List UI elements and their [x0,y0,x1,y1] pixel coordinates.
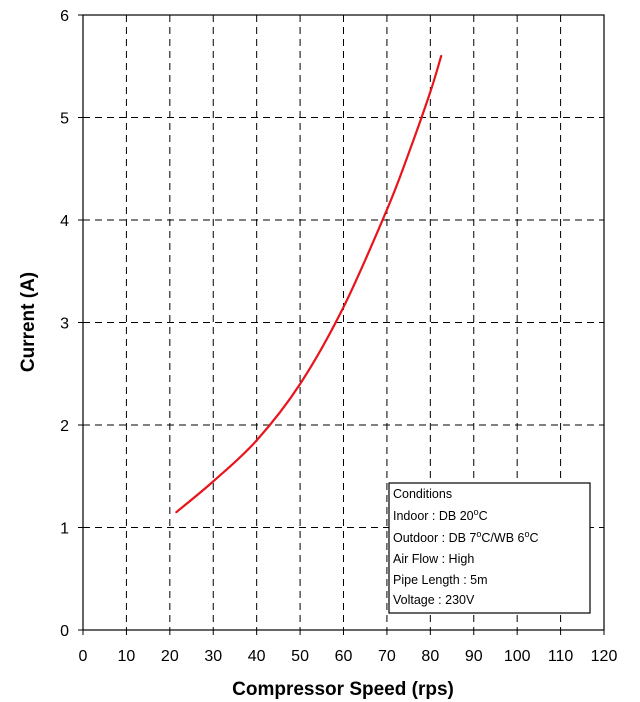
outdoor-label: Outdoor : DB 7 [393,531,476,545]
conditions-pipe-length: Pipe Length : 5m [393,573,488,587]
outdoor-degree-2: o [524,529,529,539]
y-tick-label: 5 [60,111,69,128]
outdoor-mid: C/WB 6 [481,531,524,545]
indoor-unit: C [479,509,488,523]
conditions-air-flow: Air Flow : High [393,552,474,566]
x-tick-label: 10 [118,648,136,665]
x-tick-label: 0 [79,648,88,665]
y-tick-label: 0 [60,623,69,640]
x-axis-title: Compressor Speed (rps) [232,679,454,700]
series-layer [175,54,443,514]
outdoor-unit: C [529,531,538,545]
outdoor-degree-1: o [476,529,481,539]
y-tick-label: 4 [60,213,69,230]
x-tick-label: 60 [335,648,353,665]
x-tick-label: 20 [161,648,179,665]
conditions-voltage: Voltage : 230V [393,593,475,607]
conditions-title: Conditions [393,487,452,501]
conditions-box-frame [388,482,591,614]
conditions-indoor: Indoor : DB 20oC [393,507,488,523]
x-tick-label: 120 [591,648,618,665]
indoor-degree: o [474,507,479,517]
grid [83,15,604,630]
indoor-label: Indoor : DB 20 [393,509,474,523]
x-tick-label: 40 [248,648,266,665]
y-tick-label: 6 [60,8,69,25]
x-tick-label: 50 [291,648,309,665]
y-axis-title: Current (A) [18,272,39,372]
x-tick-label: 100 [504,648,531,665]
conditions-outdoor: Outdoor : DB 7oC/WB 6oC [393,529,539,545]
x-tick-label: 70 [378,648,396,665]
x-tick-label: 80 [421,648,439,665]
x-tick-label: 90 [465,648,483,665]
series-line [175,54,443,514]
x-tick-label: 110 [548,648,574,665]
y-tick-label: 3 [60,316,69,333]
y-tick-label: 2 [60,418,69,435]
y-tick-label: 1 [60,521,69,538]
y-axis: 0 1 2 3 4 5 6 [60,8,83,640]
x-tick-label: 30 [204,648,222,665]
conditions-box: Conditions Indoor : DB 20oC Outdoor : DB… [388,482,591,614]
x-axis: 0 10 20 30 40 50 60 70 80 90 100 110 120 [79,630,618,665]
